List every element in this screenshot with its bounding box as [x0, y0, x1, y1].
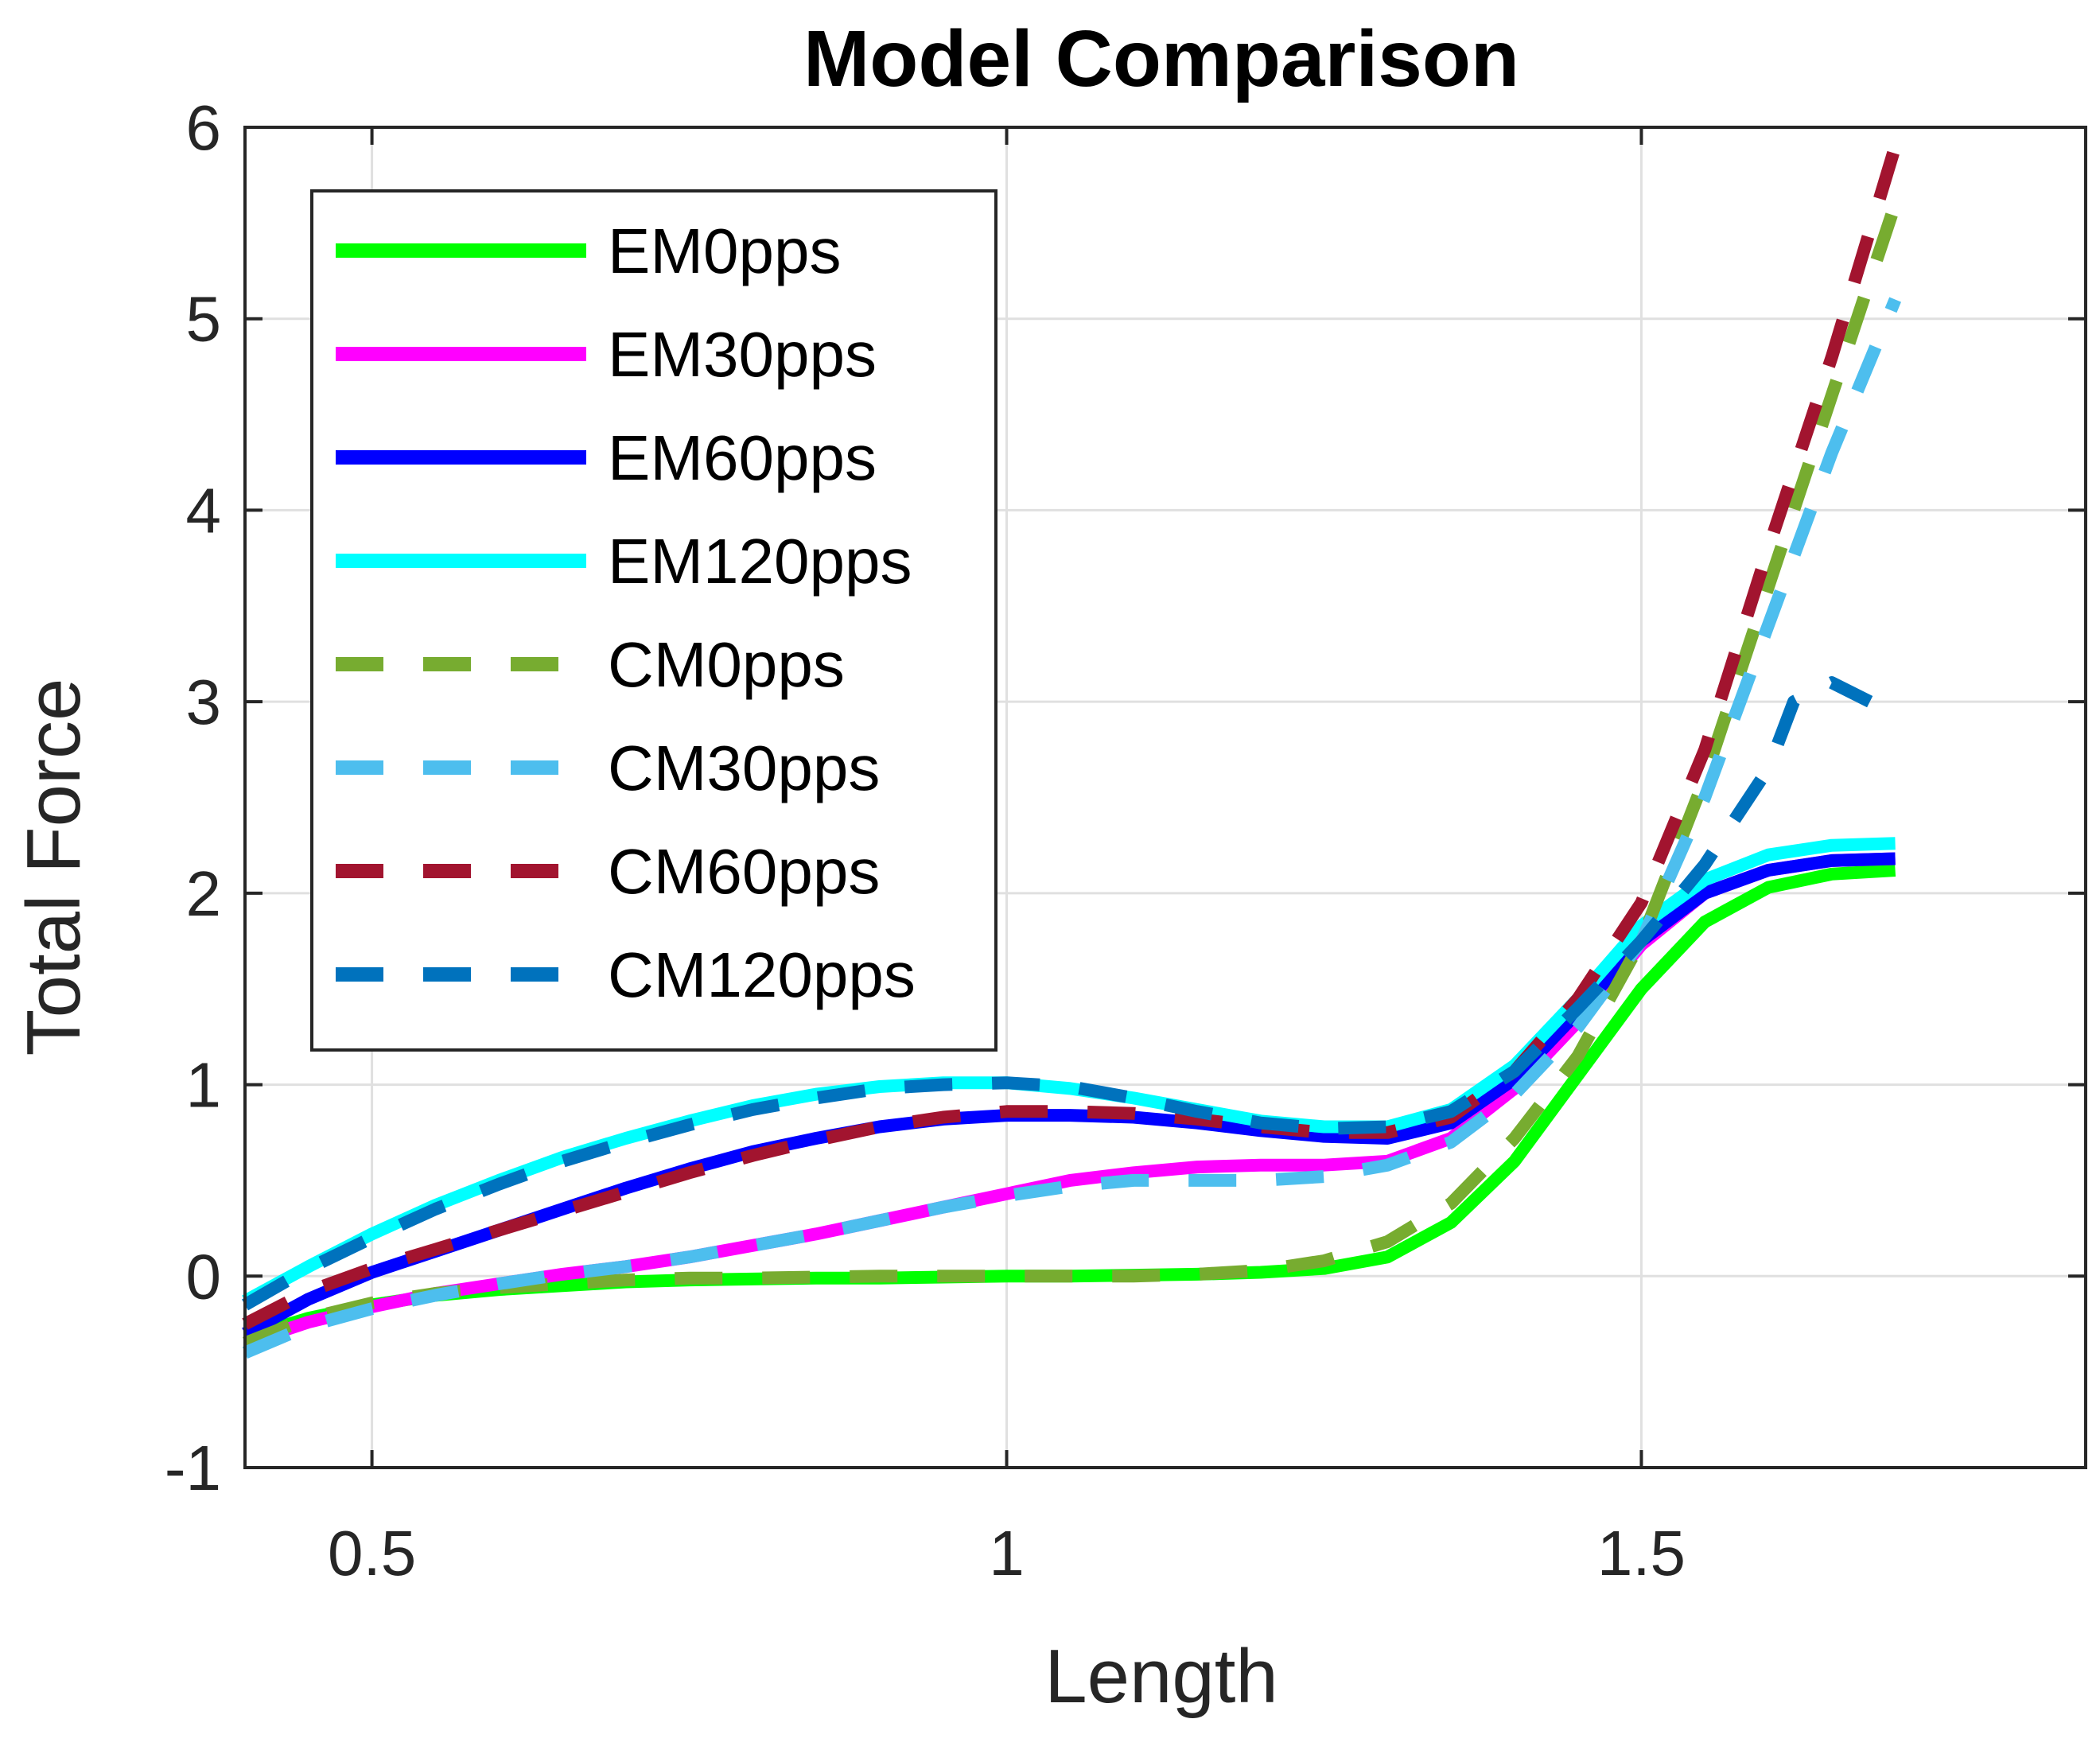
axes-box — [243, 126, 2087, 1469]
y-tick-label: 4 — [186, 475, 222, 546]
legend-label-cm120pps: CM120pps — [608, 939, 916, 1010]
series-layer — [242, 144, 1902, 1359]
series-line-cm60pps — [242, 144, 1902, 1330]
x-tick-label: 1.5 — [1597, 1518, 1686, 1589]
legend-box — [310, 189, 998, 1052]
x-tick-label: 1 — [989, 1518, 1025, 1589]
y-tick-label: 6 — [186, 92, 222, 163]
y-tick-label: -1 — [165, 1433, 221, 1503]
y-tick-label: 3 — [186, 667, 222, 737]
y-tick-label: 2 — [186, 858, 222, 929]
y-tick-label: 5 — [186, 284, 222, 355]
y-tick-label: 0 — [186, 1241, 222, 1312]
legend-label-em30pps: EM30pps — [608, 319, 877, 390]
legend-label-cm60pps: CM60pps — [608, 836, 880, 907]
series-line-cm30pps — [242, 297, 1901, 1359]
x-axis-label: Length — [1044, 1634, 1278, 1719]
tick-layer: 0.5 1 1.5 -1 0 1 2 3 4 5 6 — [165, 92, 2086, 1589]
series-line-cm120pps — [242, 676, 1873, 1311]
legend: EM0pps EM30pps EM60pps EM120pps CM0pps CM30pp… — [310, 189, 998, 1052]
y-tick-label: 1 — [186, 1050, 222, 1121]
legend-label-cm30pps: CM30pps — [608, 733, 880, 803]
legend-label-cm0pps: CM0pps — [608, 629, 845, 700]
legend-label-em120pps: EM120pps — [608, 526, 912, 597]
chart-title: Model Comparison — [803, 14, 1519, 103]
x-tick-label: 0.5 — [328, 1518, 416, 1589]
y-axis-label: Total Force — [11, 679, 96, 1056]
legend-label-em60pps: EM60pps — [608, 422, 877, 493]
legend-label-em0pps: EM0pps — [608, 216, 841, 286]
